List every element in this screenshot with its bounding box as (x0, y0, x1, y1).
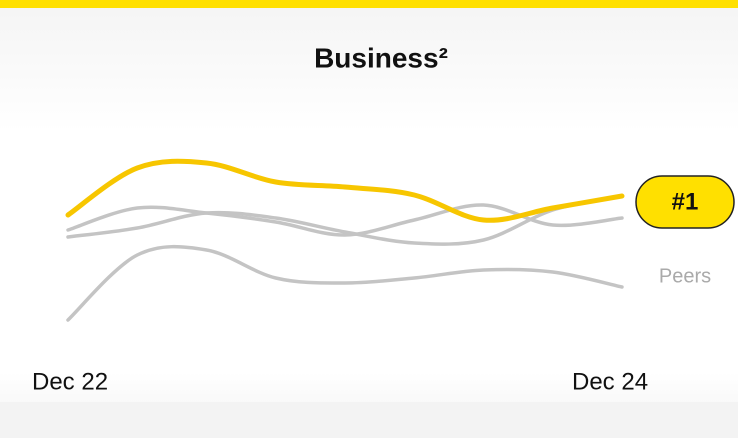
x-tick-label: Dec 24 (572, 368, 648, 395)
series-line (66, 244, 624, 322)
x-tick-label: Dec 22 (32, 368, 108, 395)
chart-title: Business² (314, 42, 448, 73)
peers-label: Peers (659, 265, 711, 287)
top-bar (0, 0, 738, 8)
series-line (65, 158, 625, 223)
series-line (66, 194, 624, 246)
rank-badge (635, 175, 735, 229)
badge-label: #1 (672, 188, 699, 215)
lines (65, 158, 625, 322)
bottom-band (0, 402, 738, 438)
